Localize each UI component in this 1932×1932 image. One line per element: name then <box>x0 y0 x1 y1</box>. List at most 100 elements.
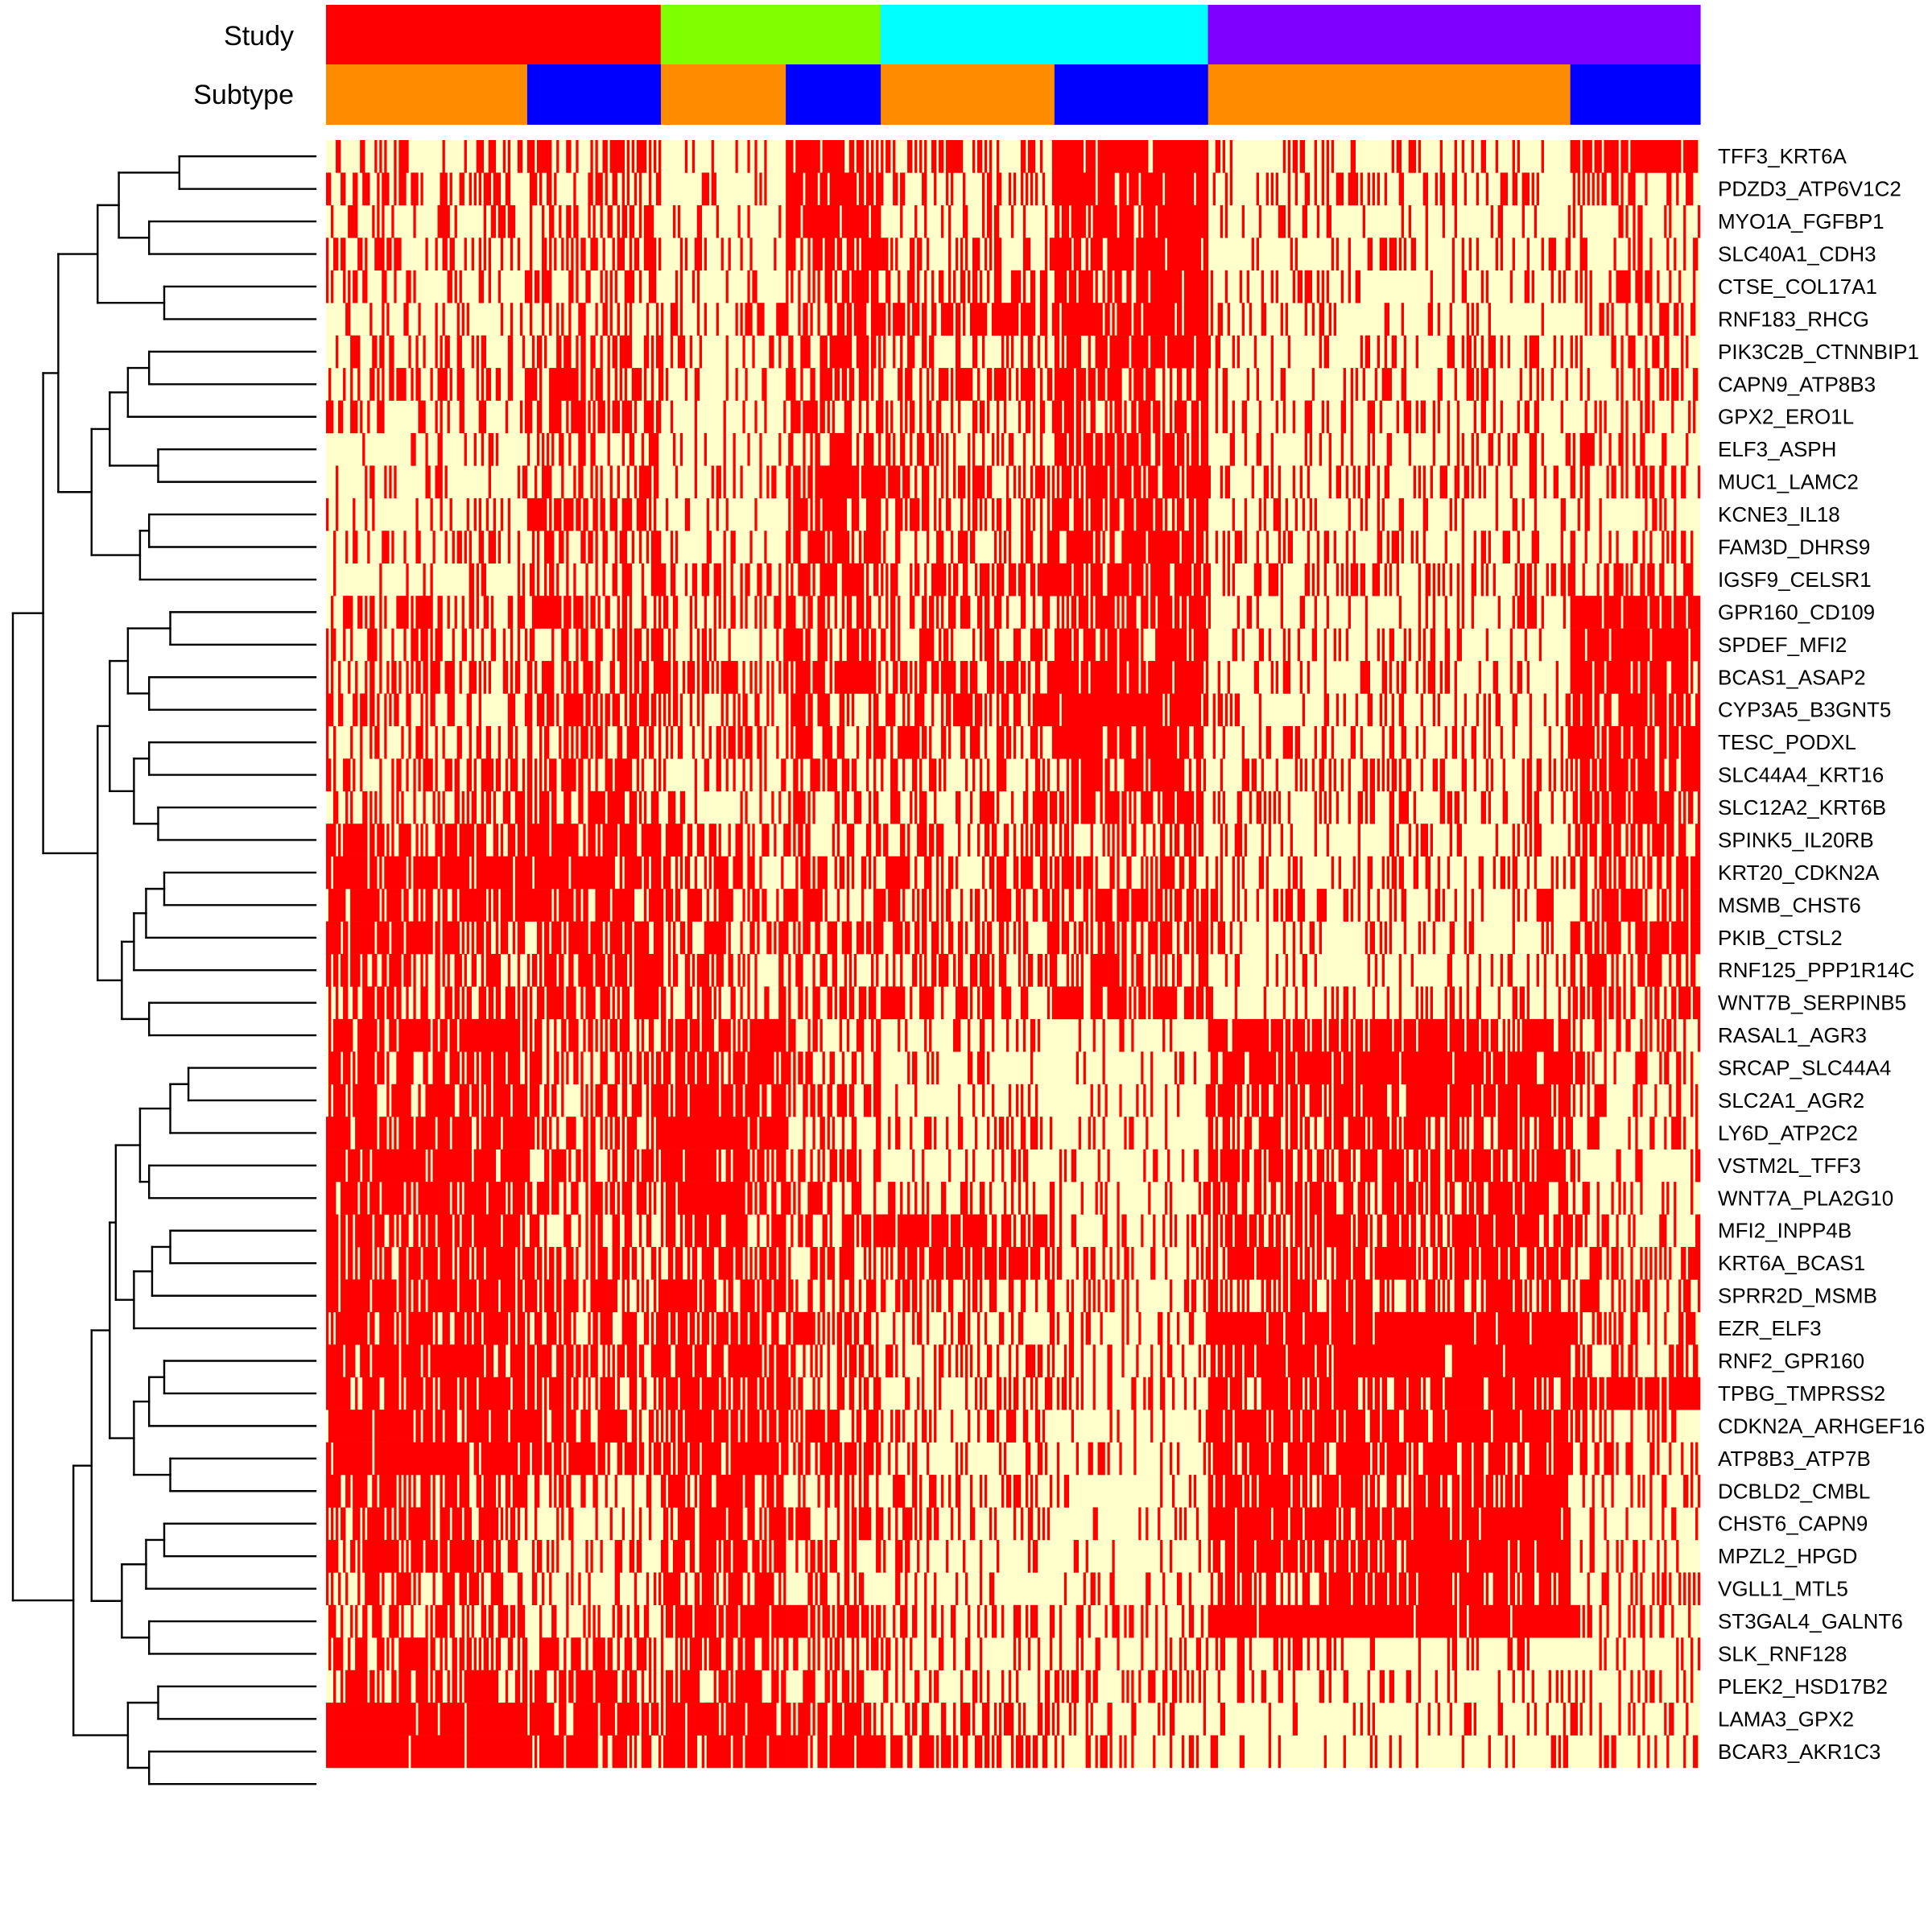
heatmap-cell <box>1188 856 1197 890</box>
heatmap-cell <box>566 1117 576 1150</box>
heatmap-cell <box>345 530 349 564</box>
heatmap-cell <box>1176 791 1195 824</box>
heatmap-cell <box>526 400 533 434</box>
heatmap-cell <box>648 1182 652 1215</box>
heatmap-cell <box>1203 693 1209 727</box>
heatmap-cell <box>418 1084 421 1117</box>
heatmap-cell <box>1280 303 1284 336</box>
heatmap-cell <box>1669 693 1674 727</box>
heatmap-cell <box>1480 791 1486 824</box>
heatmap-cell <box>960 237 964 271</box>
heatmap-cell <box>485 954 502 987</box>
heatmap-cell <box>1563 270 1566 303</box>
heatmap-cell <box>934 497 937 531</box>
heatmap-cell <box>1695 824 1701 857</box>
heatmap-cell <box>1454 140 1457 173</box>
heatmap-cell <box>360 693 368 727</box>
heatmap-cell <box>1232 889 1236 922</box>
heatmap-cell <box>440 400 443 434</box>
heatmap-cell <box>793 1084 796 1117</box>
heatmap-cell <box>667 791 676 824</box>
heatmap-cell <box>791 1149 794 1183</box>
heatmap-cell <box>1220 856 1224 890</box>
heatmap-cell <box>549 1117 552 1150</box>
heatmap-cell <box>413 954 416 987</box>
heatmap-cell <box>1136 725 1144 759</box>
heatmap-cell <box>1338 1507 1342 1541</box>
heatmap-cell <box>1270 1182 1277 1215</box>
heatmap-cell <box>435 400 438 434</box>
heatmap-cell <box>993 596 1002 629</box>
heatmap-cell <box>910 400 915 434</box>
heatmap-cell <box>1333 1117 1344 1150</box>
heatmap-cell <box>1377 530 1383 564</box>
heatmap-cell <box>1575 270 1578 303</box>
heatmap-cell <box>776 1149 786 1183</box>
heatmap-cell <box>1224 1214 1233 1248</box>
heatmap-cell <box>958 530 968 564</box>
heatmap-cell <box>1025 1475 1029 1508</box>
heatmap-cell <box>539 758 543 792</box>
heatmap-cell <box>1307 1018 1311 1052</box>
heatmap-cell <box>526 661 533 694</box>
heatmap-cell <box>1439 465 1447 499</box>
heatmap-cell <box>1020 303 1036 336</box>
heatmap-cell <box>888 465 901 499</box>
heatmap-cell <box>326 1377 351 1410</box>
heatmap-cell <box>786 465 791 499</box>
heatmap-cell <box>1083 1246 1088 1280</box>
heatmap-cell <box>1495 693 1501 727</box>
heatmap-cell <box>372 954 378 987</box>
heatmap-cell <box>1575 335 1578 369</box>
heatmap-cell <box>1488 335 1496 369</box>
heatmap-cell <box>803 1117 806 1150</box>
heatmap-cell <box>1480 368 1488 401</box>
heatmap-cell <box>1442 1279 1445 1313</box>
heatmap-cell <box>948 596 956 629</box>
heatmap-cell <box>665 725 669 759</box>
heatmap-cell <box>1253 563 1262 597</box>
heatmap-cell <box>1020 824 1024 857</box>
heatmap-cell <box>1360 335 1364 369</box>
heatmap-cell <box>1698 1279 1701 1313</box>
heatmap-cell <box>1659 1214 1667 1248</box>
heatmap-cell <box>679 856 683 890</box>
heatmap-cell <box>1386 1214 1400 1248</box>
heatmap-cell <box>478 400 487 434</box>
heatmap-cell <box>505 1475 511 1508</box>
heatmap-cell <box>331 204 334 238</box>
heatmap-cell <box>609 1018 617 1052</box>
heatmap-cell <box>331 628 336 662</box>
subtype-segment-8 <box>1570 64 1701 125</box>
heatmap-cell <box>661 628 664 662</box>
heatmap-cell <box>493 172 502 206</box>
heatmap-cell <box>1582 824 1587 857</box>
heatmap-cell <box>803 204 840 238</box>
heatmap-cell <box>786 824 791 857</box>
heatmap-row-13 <box>333 530 1694 564</box>
heatmap-cell <box>1124 758 1144 792</box>
heatmap-cell <box>1669 270 1672 303</box>
heatmap-cell <box>398 140 409 173</box>
heatmap-cell <box>452 628 455 662</box>
heatmap-cell <box>556 1279 562 1313</box>
heatmap-cell <box>425 693 428 727</box>
heatmap-cell <box>936 1279 942 1313</box>
heatmap-cell <box>1148 465 1158 499</box>
heatmap-cell <box>873 725 881 759</box>
heatmap-cell <box>564 1214 572 1248</box>
heatmap-cell <box>895 1084 898 1117</box>
heatmap-cell <box>793 530 801 564</box>
heatmap-cell <box>1620 368 1624 401</box>
heatmap-cell <box>1611 954 1614 987</box>
heatmap-cell <box>786 303 789 336</box>
heatmap-cell <box>1678 270 1682 303</box>
heatmap-cell <box>803 1475 806 1508</box>
heatmap-cell <box>1444 1182 1447 1215</box>
heatmap-cell <box>432 1149 472 1183</box>
heatmap-cell <box>1517 1018 1520 1052</box>
heatmap-cell <box>934 1117 937 1150</box>
heatmap-cell <box>1208 563 1212 597</box>
heatmap-cell <box>549 497 552 531</box>
heatmap-cell <box>1355 1507 1364 1541</box>
